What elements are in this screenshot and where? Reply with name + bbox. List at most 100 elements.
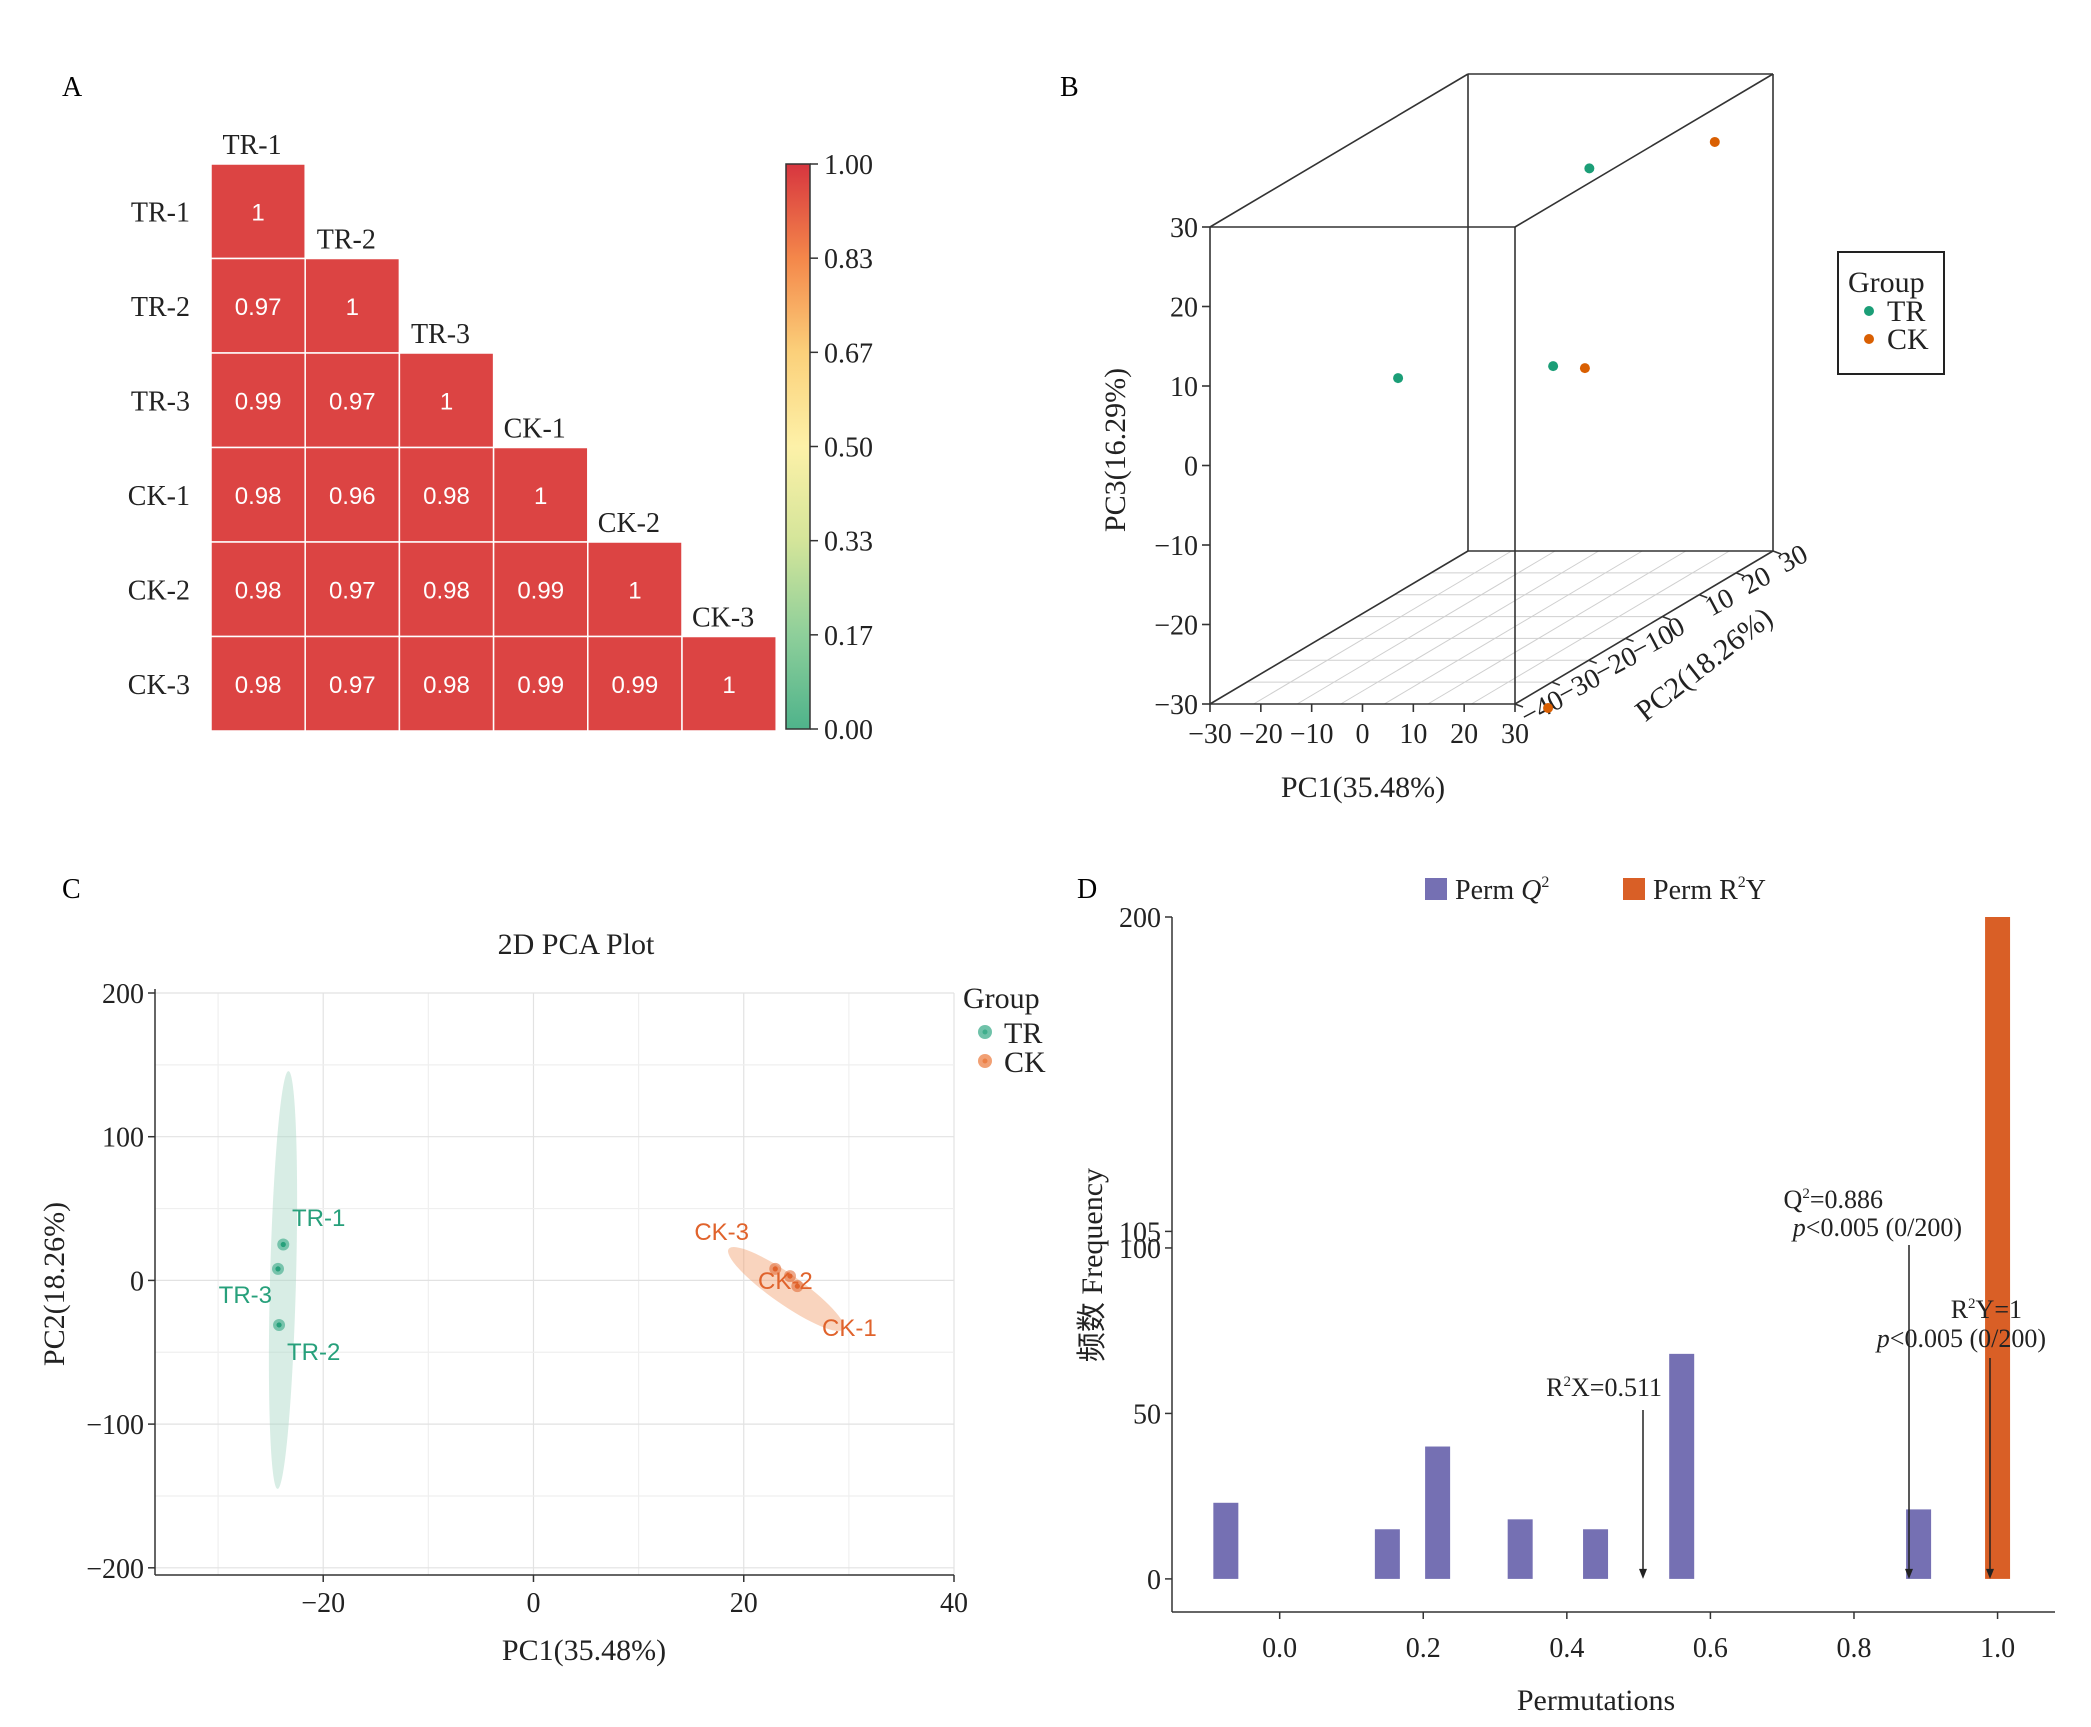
- annotation-text: Y=1: [1976, 1295, 2022, 1324]
- y-tick: [1772, 550, 1782, 555]
- chart-title: 2D PCA Plot: [498, 928, 655, 961]
- floor-grid-line: [1253, 550, 1512, 705]
- heatmap-cell-TR-3-TR-1: [210, 352, 306, 449]
- cell-value: 0.99: [235, 388, 282, 415]
- colorbar-tick-label: 0.17: [824, 621, 873, 652]
- cell-value: 0.97: [235, 294, 282, 321]
- floor-grid-line: [1427, 550, 1687, 705]
- heatmap-cell-TR-2-TR-1: [210, 257, 306, 354]
- row-label: CK-2: [128, 575, 190, 606]
- annotation-p-value: <0.005 (0/200): [1806, 1213, 1962, 1242]
- y-axis-label: PC2(18.26%): [38, 1202, 71, 1366]
- heatmap-cell-CK-2-TR-2: [304, 541, 401, 638]
- y-tick: [1662, 615, 1671, 621]
- colorbar: [785, 163, 811, 730]
- legend-marker-dot: [982, 1029, 988, 1035]
- legend-text: Perm R: [1653, 875, 1738, 906]
- annotation-label: R2Y=1: [1951, 1295, 2022, 1324]
- x-tick-label: 30: [1501, 719, 1529, 750]
- heatmap-cell-TR-2-TR-2: [304, 257, 401, 354]
- column-label: TR-3: [411, 319, 470, 350]
- annotation-label: Q2=0.886: [1784, 1185, 1883, 1214]
- legend-superscript: 2: [1738, 874, 1746, 891]
- cell-value: 0.96: [329, 483, 376, 510]
- point-CK-1: [794, 1283, 800, 1289]
- point-label-TR-1: TR-1: [292, 1205, 345, 1232]
- annotation-text: R: [1951, 1295, 1969, 1324]
- legend-superscript: 2: [1541, 874, 1549, 891]
- x-tick-label: −20: [301, 1588, 345, 1619]
- x-tick-label: 1.0: [1980, 1633, 2015, 1664]
- heatmap-cell-CK-3-CK-3: [681, 635, 777, 732]
- y-tick-label: 10: [1700, 582, 1739, 623]
- y-tick-label: 200: [102, 979, 144, 1010]
- x-tick-label: 0.0: [1262, 1633, 1297, 1664]
- bar-perm-q2: [1213, 1502, 1239, 1579]
- legend-title: Group: [1848, 266, 1925, 299]
- z-tick-label: 0: [1184, 452, 1198, 483]
- point-TR: [1548, 361, 1559, 372]
- cell-value: 0.97: [329, 672, 376, 699]
- y-tick-label: −100: [86, 1410, 144, 1441]
- cell-value: 0.99: [612, 672, 659, 699]
- annotation-pvalue: p<0.005 (0/200): [1875, 1324, 2046, 1353]
- z-tick-label: −30: [1154, 690, 1198, 721]
- floor-grid-line: [1296, 550, 1556, 705]
- box-edge: [1514, 73, 1774, 228]
- bar-perm-q2: [1425, 1446, 1451, 1579]
- z-tick-label: 20: [1170, 293, 1198, 324]
- panel-label-c: C: [62, 874, 81, 905]
- y-tick: [1735, 572, 1745, 577]
- legend-swatch-1: [1623, 878, 1645, 900]
- y-tick-label: 0: [1147, 1565, 1161, 1596]
- bar-perm-q2: [1507, 1519, 1533, 1579]
- heatmap-cell-CK-1-TR-2: [304, 446, 401, 543]
- floor-grid-line: [1384, 550, 1643, 705]
- x-tick-label: 0: [1356, 719, 1370, 750]
- y-axis-label: PC2(18.26%): [1629, 601, 1779, 728]
- column-label: CK-1: [504, 414, 566, 445]
- y-tick: [1588, 659, 1597, 665]
- cell-value: 0.97: [329, 388, 376, 415]
- annotation-label: R2X=0.511: [1546, 1373, 1662, 1402]
- x-axis-label: PC1(35.48%): [1281, 771, 1445, 804]
- x-tick-label: 40: [940, 1588, 968, 1619]
- annotation-arrow-head: [1986, 1568, 1994, 1579]
- point-TR-3: [275, 1266, 281, 1272]
- cell-value: 0.98: [235, 672, 282, 699]
- point-TR-2: [276, 1322, 282, 1328]
- row-label: CK-3: [128, 670, 190, 701]
- legend-label: TR: [1004, 1017, 1042, 1050]
- cell-value: 0.98: [423, 672, 470, 699]
- colorbar-tick-label: 0.83: [824, 244, 873, 275]
- bar-perm-q2: [1669, 1353, 1695, 1579]
- y-tick: [1514, 703, 1524, 708]
- column-label: CK-3: [692, 603, 754, 634]
- point-TR: [1393, 373, 1404, 384]
- y-tick-label: 30: [1774, 539, 1813, 580]
- y-tick: [1625, 637, 1634, 643]
- column-label: TR-1: [223, 130, 282, 161]
- x-tick-label: −10: [1290, 719, 1334, 750]
- legend-marker-TR: [1864, 306, 1874, 316]
- colorbar-tick-label: 0.67: [824, 338, 873, 369]
- bar-perm-r2y: [1985, 917, 2011, 1579]
- legend-label: TR: [1887, 295, 1925, 328]
- colorbar-tick-label: 0.50: [824, 433, 873, 464]
- cell-value: 1: [440, 388, 453, 415]
- colorbar-tick-label: 0.00: [824, 715, 873, 746]
- heatmap-cell-CK-3-TR-2: [304, 635, 401, 732]
- point-label-TR-3: TR-3: [219, 1282, 272, 1309]
- heatmap-cell-CK-3-CK-2: [587, 635, 683, 732]
- point-CK: [1543, 702, 1554, 713]
- x-tick-label: 0.8: [1836, 1633, 1871, 1664]
- x-tick-label: 10: [1399, 719, 1427, 750]
- cell-value: 0.97: [329, 577, 376, 604]
- row-label: TR-1: [131, 197, 190, 228]
- colorbar-tick-label: 1.00: [824, 150, 873, 181]
- legend-box: [1837, 251, 1945, 375]
- colorbar-tick-label: 0.33: [824, 527, 873, 558]
